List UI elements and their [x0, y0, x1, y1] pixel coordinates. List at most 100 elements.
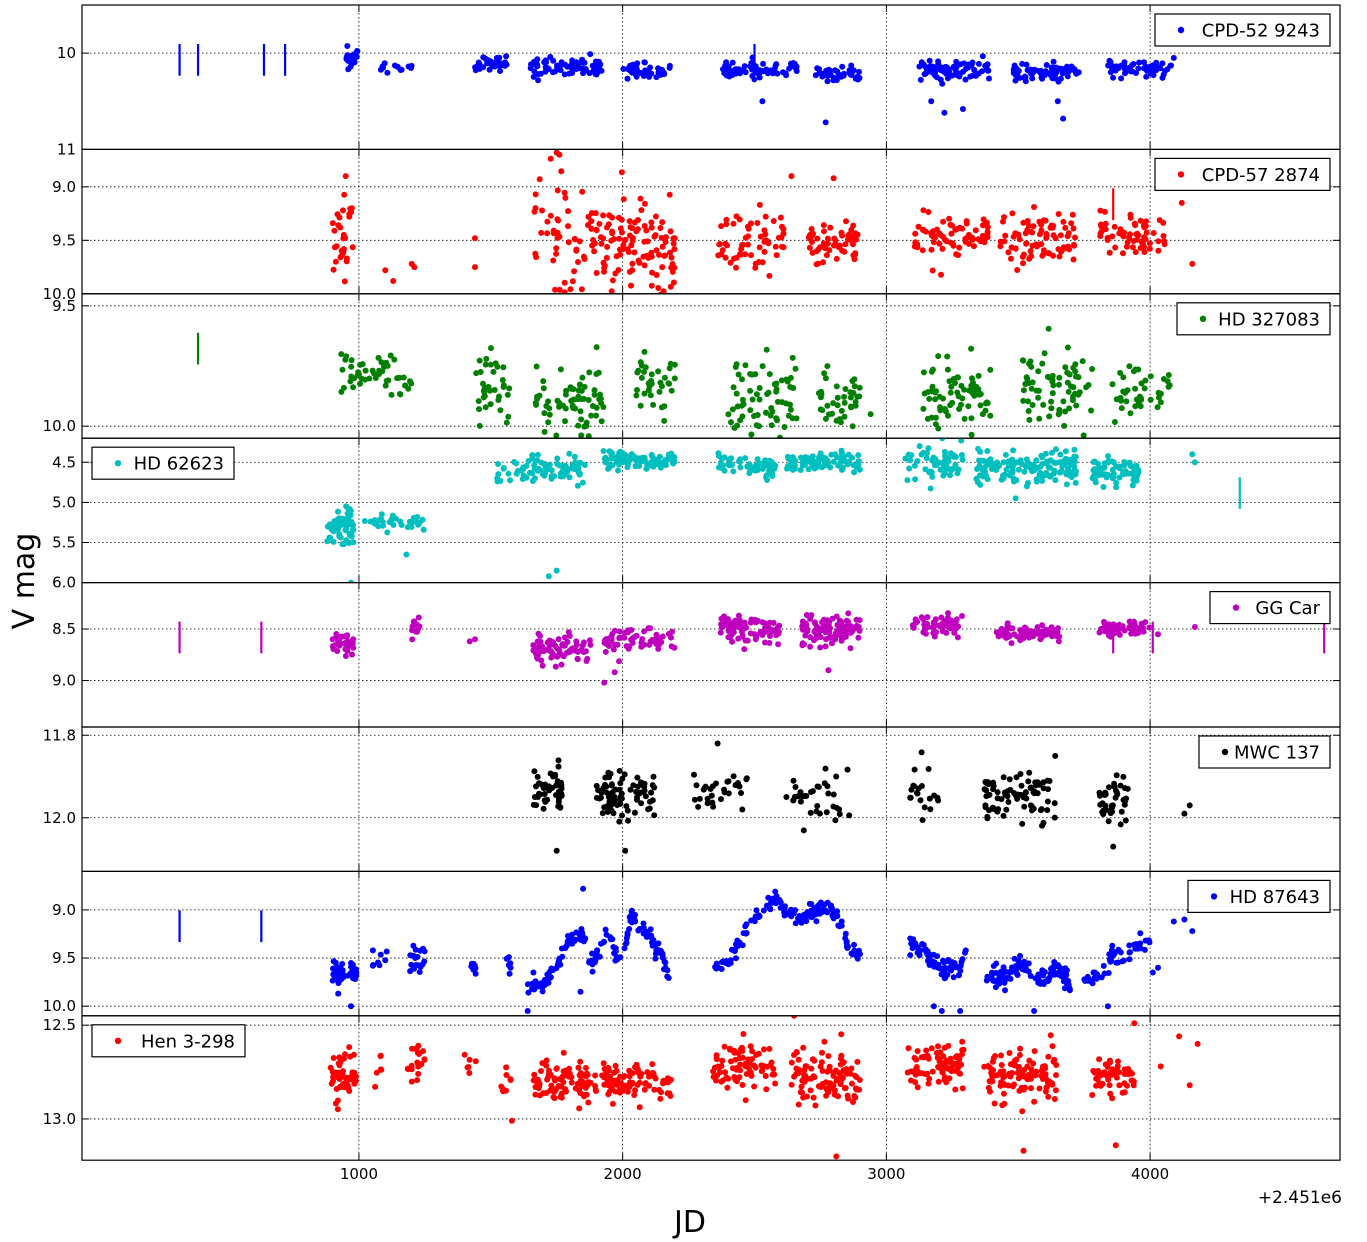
data-point [566, 633, 573, 639]
data-point [1024, 398, 1031, 405]
data-point [941, 1044, 948, 1051]
data-point [1130, 238, 1137, 244]
data-point [1157, 399, 1164, 406]
data-point [335, 508, 341, 515]
data-point [327, 1064, 334, 1071]
data-point [1142, 223, 1149, 230]
data-point [631, 249, 638, 256]
data-point [983, 787, 990, 794]
data-point [942, 406, 948, 412]
data-point [561, 279, 568, 286]
data-point [1046, 250, 1053, 257]
data-point [634, 794, 640, 801]
data-point [341, 1084, 348, 1091]
data-point [403, 551, 410, 558]
data-points [329, 149, 1196, 294]
data-point [621, 945, 628, 952]
data-point [747, 407, 754, 414]
data-point [1048, 405, 1055, 412]
data-point [626, 218, 633, 225]
data-point [926, 469, 933, 476]
data-point [354, 48, 361, 54]
data-point [639, 781, 645, 788]
legend-label: CPD-52 9243 [1202, 21, 1320, 42]
y-tick-label: 9.0 [52, 178, 76, 196]
data-point [1061, 422, 1068, 429]
data-point [855, 634, 862, 641]
data-point [775, 641, 782, 648]
data-point [1101, 208, 1108, 215]
data-point [605, 1064, 612, 1071]
data-point [581, 462, 588, 468]
data-point [1106, 784, 1112, 791]
data-point [855, 458, 862, 465]
data-point [1164, 378, 1171, 385]
data-point [1050, 232, 1057, 239]
data-point [782, 70, 789, 77]
data-point [568, 646, 575, 653]
data-point [1020, 260, 1026, 267]
data-point [989, 971, 996, 978]
data-point [1040, 819, 1047, 826]
data-point [855, 452, 862, 459]
data-point [830, 791, 837, 798]
panel-frame [81, 1015, 1341, 1161]
data-point [539, 1060, 546, 1067]
data-point [810, 230, 816, 237]
data-point [1157, 390, 1164, 397]
data-point [808, 239, 815, 245]
data-point [736, 1074, 743, 1081]
data-point [806, 244, 813, 251]
data-point [593, 371, 600, 377]
data-point [1118, 397, 1125, 404]
data-point [851, 941, 857, 948]
data-point [1056, 406, 1063, 413]
data-point [671, 246, 678, 253]
data-point [1168, 62, 1174, 69]
data-point [779, 243, 785, 250]
data-point [739, 1082, 746, 1088]
legend-label: HD 87643 [1230, 887, 1320, 908]
data-point [668, 254, 675, 261]
data-point [606, 804, 613, 811]
data-point [483, 355, 490, 362]
data-point [1105, 453, 1111, 459]
data-point [929, 1068, 936, 1075]
data-point [1128, 630, 1135, 637]
legend: GG Car [1209, 590, 1331, 625]
data-point [1141, 249, 1148, 255]
data-point [1160, 233, 1167, 239]
data-point [816, 454, 822, 461]
data-point [600, 1060, 607, 1067]
data-point [991, 1100, 998, 1107]
data-point [1000, 1080, 1007, 1087]
data-point [1062, 448, 1069, 455]
data-point [552, 771, 559, 778]
data-point [840, 456, 847, 463]
data-point [742, 923, 749, 930]
data-point [718, 455, 725, 462]
data-point [397, 67, 404, 73]
data-point [487, 401, 494, 408]
data-point [770, 628, 776, 635]
data-point [1005, 458, 1012, 465]
data-point [714, 740, 721, 747]
data-point [1064, 233, 1071, 240]
data-point [923, 625, 930, 632]
data-point [641, 59, 648, 66]
data-point [930, 623, 937, 630]
data-point [1001, 238, 1008, 245]
data-point [956, 244, 963, 251]
data-point [824, 78, 831, 85]
data-point [415, 1070, 422, 1077]
data-point [612, 1062, 619, 1069]
data-point [1045, 325, 1052, 332]
data-point [998, 1052, 1004, 1059]
data-point [598, 240, 605, 247]
data-point [857, 951, 863, 957]
data-point [852, 399, 859, 405]
data-point [561, 634, 568, 641]
data-point [1051, 814, 1058, 821]
data-point [539, 984, 546, 991]
data-point [1133, 70, 1139, 76]
